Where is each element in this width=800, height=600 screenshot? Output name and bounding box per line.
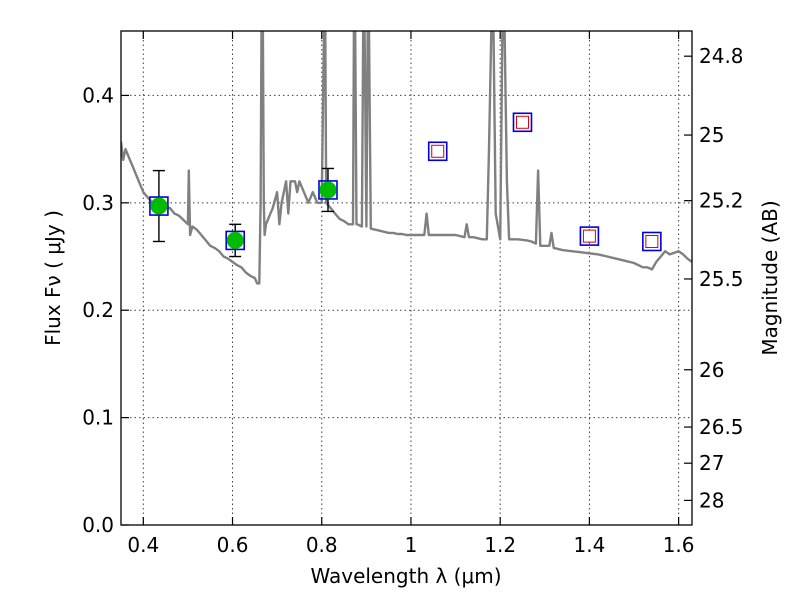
axis-ticks [121,31,692,525]
mag-tick-label: 25.5 [699,267,744,291]
mag-tick-label: 27 [699,451,724,475]
x-tick-label: 0.6 [217,533,249,557]
y-tick-label: 0.1 [82,406,114,430]
photometry-point-open [583,230,595,242]
photometry-point [320,182,336,198]
plot-frame [121,31,692,525]
x-tick-label: 1 [405,533,418,557]
photometry-point [151,198,167,214]
y-axis-right-label: Magnitude (AB) [758,200,782,355]
x-tick-label: 1.4 [573,533,605,557]
photometry-point [227,232,243,248]
x-tick-label: 0.4 [127,533,159,557]
x-tick-label: 0.8 [306,533,338,557]
mag-tick-label: 25 [699,123,724,147]
photometry-point-open [516,116,528,128]
spectrum-line [121,31,692,283]
y-tick-label: 0.0 [82,513,114,537]
model-spectrum [121,31,692,283]
x-tick-label: 1.2 [484,533,516,557]
y-axis-label: Flux Fν ( μJy ) [41,210,65,346]
mag-tick-label: 28 [699,488,724,512]
x-tick-label: 1.6 [663,533,695,557]
tick-labels: 0.4 0.6 0.8 1 1.2 1.4 1.6 0.0 0.1 0.2 0.3 0.4 24.8 25… [82,44,743,557]
mag-tick-label: 25.2 [699,189,744,213]
mag-tick-label: 26.5 [699,415,744,439]
y-tick-label: 0.3 [82,191,114,215]
photometry-point-open [432,145,444,157]
photometry-point-open [646,235,658,247]
mag-tick-label: 26 [699,358,724,382]
y-tick-label: 0.2 [82,298,114,322]
mag-tick-label: 24.8 [699,44,744,68]
grid [121,31,692,525]
x-axis-label: Wavelength λ (μm) [310,564,501,588]
y-tick-label: 0.4 [82,83,114,107]
